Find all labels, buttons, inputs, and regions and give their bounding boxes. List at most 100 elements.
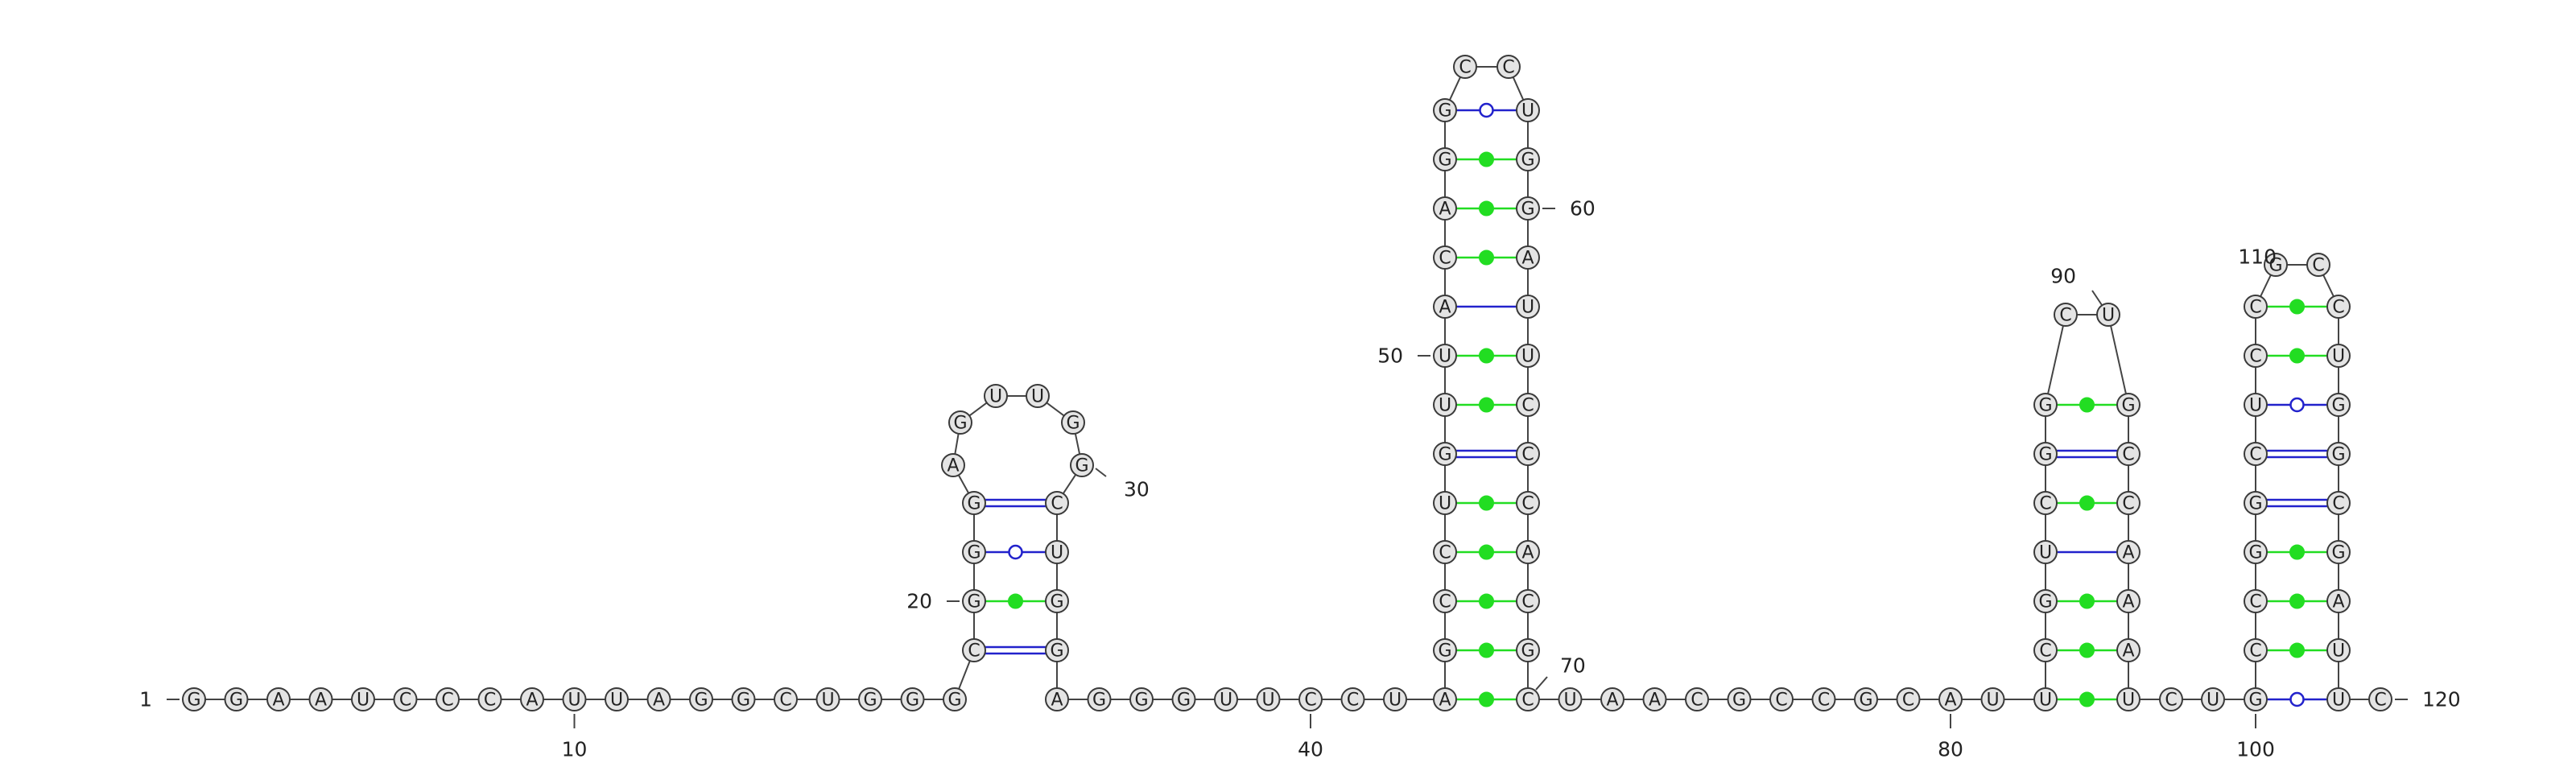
nucleotide: G <box>858 687 882 711</box>
svg-text:U: U <box>1031 387 1044 407</box>
svg-text:U: U <box>989 387 1002 407</box>
nucleotide: A <box>1642 687 1667 711</box>
svg-text:G: G <box>1438 151 1451 171</box>
base-pair <box>1456 102 1517 118</box>
svg-text:A: A <box>1051 691 1063 711</box>
position-number: 80 <box>1938 738 1963 761</box>
svg-text:U: U <box>1389 691 1402 711</box>
nucleotide: U <box>984 384 1008 408</box>
nucleotide: A <box>1516 540 1540 564</box>
svg-text:U: U <box>1439 396 1451 416</box>
svg-text:C: C <box>1521 691 1534 711</box>
svg-text:U: U <box>2122 691 2135 711</box>
nucleotide: C <box>1433 245 1457 270</box>
nucleotide: G <box>1045 638 1069 662</box>
nucleotide: A <box>1433 196 1457 221</box>
nucleotide: G <box>2326 442 2351 466</box>
nucleotide: U <box>2116 687 2140 711</box>
svg-text:C: C <box>1439 249 1451 269</box>
position-number: 110 <box>2238 245 2277 269</box>
svg-text:C: C <box>1439 543 1451 563</box>
nucleotide: G <box>1433 147 1457 171</box>
svg-text:U: U <box>1220 691 1232 711</box>
base-pair <box>2267 348 2327 364</box>
backbone-segment <box>958 660 971 690</box>
svg-text:A: A <box>2122 543 2134 563</box>
svg-text:U: U <box>1439 494 1451 514</box>
nucleotide: C <box>1516 393 1540 417</box>
base-pair <box>2267 544 2327 560</box>
svg-text:C: C <box>2332 298 2344 318</box>
svg-text:A: A <box>1439 691 1451 711</box>
svg-text:C: C <box>399 691 411 711</box>
svg-text:G: G <box>947 691 961 711</box>
nucleotide: G <box>1516 638 1540 662</box>
nucleotide: A <box>941 453 965 477</box>
base-pair <box>2057 449 2117 459</box>
position-number: 30 <box>1124 478 1150 501</box>
nucleotide: G <box>2326 393 2351 417</box>
nucleotide: U <box>1256 687 1281 711</box>
nucleotide: A <box>2326 589 2351 613</box>
svg-text:A: A <box>1521 249 1534 269</box>
svg-text:C: C <box>441 691 453 711</box>
nucleotide: G <box>1433 638 1457 662</box>
nucleotide: C <box>2326 491 2351 515</box>
position-number: 1 <box>139 688 152 711</box>
nucleotide: U <box>2244 393 2268 417</box>
nucleotide: A <box>266 687 291 711</box>
svg-text:C: C <box>2059 306 2071 326</box>
nucleotide: A <box>1433 295 1457 319</box>
nucleotide: C <box>1340 687 1365 711</box>
svg-text:G: G <box>2121 396 2135 416</box>
nucleotide: C <box>2368 687 2392 711</box>
base-pairs <box>985 102 2327 707</box>
nucleotide: U <box>1383 687 1407 711</box>
backbone-segment <box>968 402 988 417</box>
nucleotide: G <box>224 687 249 711</box>
svg-text:A: A <box>2122 641 2134 662</box>
svg-text:A: A <box>2332 592 2344 612</box>
nucleotide: U <box>351 687 375 711</box>
backbone <box>205 66 2369 700</box>
nucleotide: G <box>1061 410 1085 435</box>
svg-text:C: C <box>1521 494 1534 514</box>
nucleotide: G <box>182 687 206 711</box>
nucleotide: U <box>815 687 840 711</box>
nucleotide: C <box>2326 295 2351 319</box>
nucleotide: A <box>520 687 544 711</box>
svg-text:G: G <box>2331 445 2345 465</box>
backbone-segment <box>1074 433 1081 455</box>
nucleotide: A <box>1516 245 1540 270</box>
nucleotide: C <box>1516 442 1540 466</box>
base-pair <box>1456 544 1517 560</box>
nucleotide: C <box>1045 491 1069 515</box>
nucleotide: A <box>2116 540 2140 564</box>
nucleotide: C <box>1453 55 1477 79</box>
svg-text:U: U <box>821 691 834 711</box>
nucleotide: C <box>2033 638 2058 662</box>
svg-text:G: G <box>953 414 967 434</box>
base-pair <box>985 544 1046 560</box>
nucleotide: C <box>2054 303 2078 327</box>
svg-text:C: C <box>2249 347 2261 367</box>
svg-text:C: C <box>1690 691 1703 711</box>
backbone-segment <box>2110 325 2127 394</box>
svg-text:G: G <box>906 691 919 711</box>
svg-text:C: C <box>2249 298 2261 318</box>
svg-text:U: U <box>610 691 623 711</box>
base-pair <box>1456 642 1517 658</box>
svg-text:C: C <box>484 691 496 711</box>
nucleotide: G <box>2033 589 2058 613</box>
nucleotide: C <box>2244 295 2268 319</box>
svg-text:G: G <box>1521 151 1534 171</box>
nucleotide: U <box>1980 687 2005 711</box>
nucleotide: U <box>1026 384 1050 408</box>
base-pair <box>985 498 1046 508</box>
nucleotide: U <box>1433 344 1457 368</box>
nucleotide: U <box>1516 295 1540 319</box>
nucleotide: G <box>962 491 986 515</box>
nucleotide: G <box>1516 196 1540 221</box>
